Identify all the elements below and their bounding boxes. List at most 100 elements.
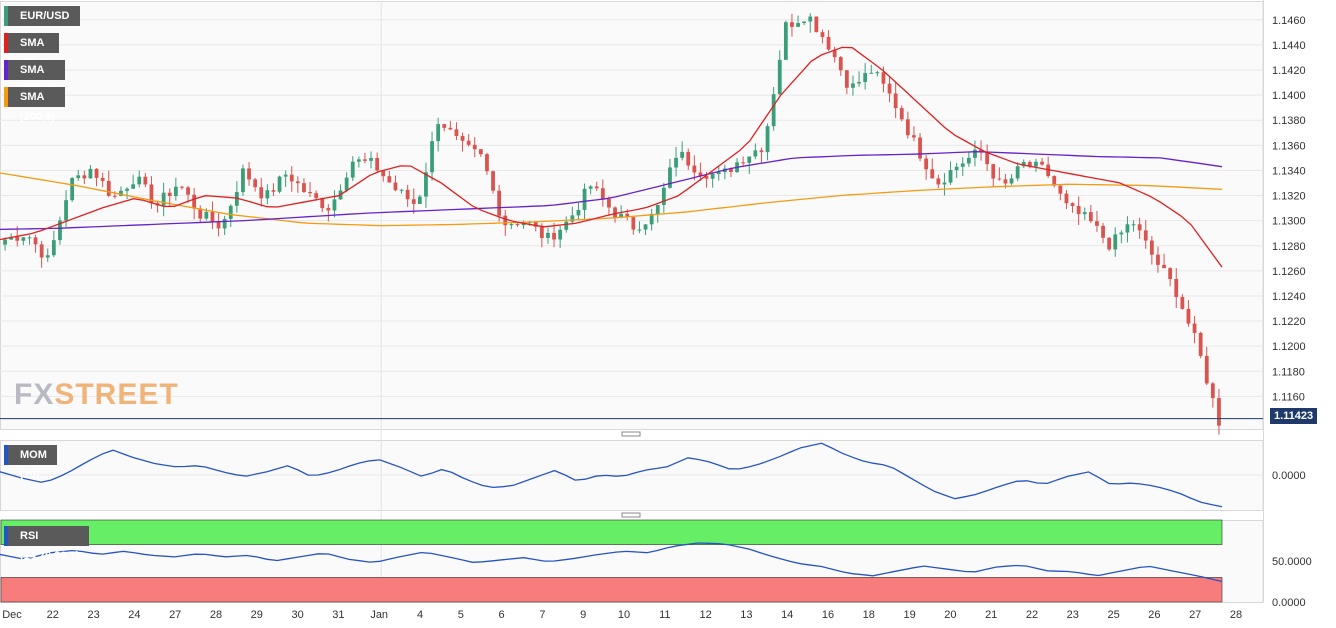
price-tick-label: 1.1300 — [1272, 216, 1306, 228]
candle-down — [1058, 185, 1063, 194]
candle-up — [1009, 178, 1014, 184]
legend-sma100[interactable]: SMA (100,0) — [4, 60, 65, 96]
candle-down — [1095, 221, 1099, 226]
candle-down — [167, 192, 172, 196]
sma200-line — [0, 172, 1223, 227]
candle-up — [954, 166, 959, 171]
x-tick-label: 18 — [863, 609, 875, 621]
candle-up — [51, 240, 56, 256]
candle-down — [1137, 224, 1142, 231]
candle-down — [844, 70, 849, 88]
x-tick-label: Jan — [370, 609, 388, 621]
x-tick-label: 26 — [1148, 609, 1160, 621]
candle-up — [424, 172, 428, 197]
rsi-tick-label: 0.0000 — [1272, 597, 1306, 609]
candle-down — [924, 158, 929, 170]
candle-up — [655, 204, 660, 214]
candle-up — [668, 167, 672, 188]
candle-down — [1003, 179, 1008, 184]
candle-down — [198, 208, 203, 219]
candle-down — [893, 93, 898, 109]
candle-up — [973, 149, 977, 158]
fxstreet-watermark: FXSTREET — [14, 378, 179, 412]
candle-down — [94, 168, 99, 178]
candle-down — [485, 154, 489, 172]
candle-down — [1198, 332, 1203, 356]
x-tick-label: 14 — [781, 609, 793, 621]
rsi-line — [0, 542, 1223, 583]
legend-sma200[interactable]: SMA (200,0) — [4, 87, 65, 123]
x-tick-label: 20 — [944, 609, 956, 621]
candle-down — [552, 232, 556, 240]
candle-down — [1076, 205, 1081, 215]
legend-mom[interactable]: MOM (20) — [4, 445, 57, 481]
candle-up — [716, 172, 721, 175]
candle-up — [588, 186, 593, 189]
candle-up — [570, 215, 575, 222]
watermark-street: STREET — [54, 378, 179, 411]
candle-down — [515, 224, 520, 226]
candle-down — [759, 150, 764, 153]
candle-down — [533, 222, 538, 227]
candle-up — [875, 72, 880, 74]
candle-down — [832, 49, 837, 58]
candle-up — [1021, 162, 1026, 167]
candle-down — [539, 226, 544, 238]
x-tick-label: 31 — [332, 609, 344, 621]
candle-down — [216, 222, 221, 229]
rsi-tick-label: 50.0000 — [1272, 556, 1312, 568]
candle-down — [1210, 383, 1215, 399]
candle-up — [582, 188, 587, 210]
x-tick-label: 4 — [417, 609, 423, 621]
x-tick-label: 25 — [1107, 609, 1119, 621]
candle-up — [399, 189, 404, 191]
price-tick-label: 1.1280 — [1272, 241, 1306, 253]
legend-sma20[interactable]: SMA (20,0) — [4, 33, 59, 69]
rsi-overbought-band — [0, 519, 1223, 545]
candle-down — [607, 198, 611, 208]
candle-up — [350, 161, 355, 178]
legend-symbol[interactable]: EUR/USD — [4, 6, 80, 26]
price-tick-label: 1.1440 — [1272, 40, 1306, 52]
candle-up — [966, 157, 971, 164]
candle-down — [594, 186, 599, 189]
price-tick-label: 1.1320 — [1272, 191, 1306, 203]
candle-down — [698, 172, 703, 177]
x-tick-label: 13 — [740, 609, 752, 621]
candle-down — [1070, 203, 1075, 206]
legend-rsi[interactable]: RSI (14,70,30,1) — [4, 526, 90, 562]
candle-down — [253, 179, 258, 188]
x-tick-label: 22 — [1026, 609, 1038, 621]
candle-down — [491, 171, 495, 191]
candle-up — [509, 224, 514, 226]
candle-up — [649, 213, 654, 225]
candle-down — [729, 168, 733, 172]
candle-up — [27, 237, 32, 239]
candle-down — [600, 188, 605, 199]
candle-down — [613, 207, 617, 218]
x-tick-label: 19 — [903, 609, 915, 621]
candle-up — [753, 150, 758, 157]
mom-tick-label: 0.0000 — [1272, 470, 1306, 482]
candle-down — [411, 199, 416, 204]
x-tick-label: 27 — [1189, 609, 1201, 621]
candle-down — [930, 169, 935, 179]
rsi-oversold-band — [0, 577, 1223, 603]
candle-up — [1082, 212, 1087, 215]
candle-up — [265, 190, 270, 199]
candle-up — [45, 255, 50, 258]
candle-up — [228, 205, 233, 219]
candle-up — [332, 199, 337, 211]
candle-down — [704, 176, 709, 179]
candle-up — [70, 178, 75, 201]
candle-up — [137, 176, 142, 185]
candle-up — [369, 158, 373, 161]
candle-up — [283, 174, 288, 177]
price-tick-label: 1.1360 — [1272, 140, 1306, 152]
candle-up — [436, 124, 441, 142]
candle-up — [3, 239, 7, 245]
candle-down — [1192, 323, 1197, 333]
candle-up — [344, 177, 349, 191]
candle-up — [948, 170, 953, 183]
